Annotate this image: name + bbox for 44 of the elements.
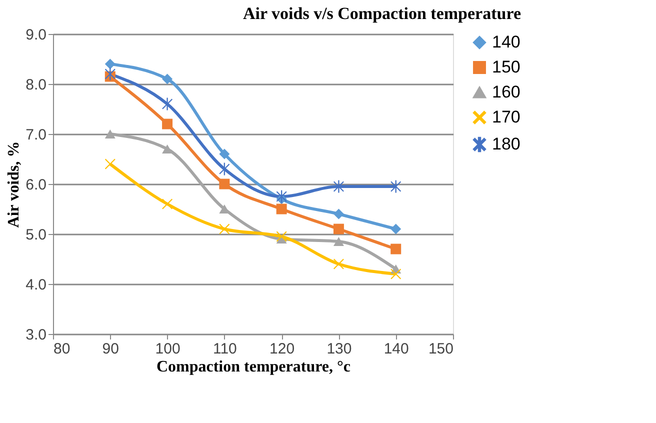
y-tick-label: 7.0 [26, 126, 46, 144]
legend-label: 180 [492, 134, 520, 154]
chart-title: Air voids v/s Compaction temperature [243, 4, 522, 23]
point [104, 58, 116, 70]
point [162, 118, 173, 130]
y-axis-title: Air voids, % [6, 141, 23, 228]
legend-label: 160 [492, 82, 520, 102]
legend-label: 140 [492, 32, 520, 52]
x-axis-title: Compaction temperature, °c [156, 358, 351, 376]
x-tick-label: 90 [102, 340, 119, 358]
point [333, 224, 344, 234]
y-tick-label: 6.0 [26, 176, 46, 194]
point [333, 208, 344, 220]
x-tick-label: 140 [384, 340, 409, 358]
point [219, 148, 230, 160]
point [162, 198, 173, 210]
point [104, 158, 116, 170]
point [162, 74, 173, 84]
y-tick-label: 4.0 [26, 276, 46, 294]
point [390, 268, 402, 280]
point [219, 224, 230, 234]
point [333, 258, 344, 270]
x-tick-label: 120 [270, 340, 295, 358]
x-tick-label: 100 [155, 340, 180, 358]
x-tick-label: 130 [326, 340, 352, 358]
x-tick-label: 80 [54, 340, 70, 358]
y-tick-label: 8.0 [26, 76, 46, 94]
point [162, 144, 173, 154]
legend-label: 150 [492, 58, 520, 76]
point [162, 98, 173, 110]
y-tick-label: 9.0 [26, 26, 46, 44]
x-tick-label: 150 [428, 340, 454, 358]
point [333, 236, 344, 246]
point [104, 129, 116, 139]
point [390, 244, 402, 254]
point [390, 224, 402, 234]
point [276, 204, 287, 214]
point [333, 180, 344, 193]
y-tick-label: 3.0 [26, 326, 46, 344]
point [276, 231, 287, 242]
point [219, 178, 230, 190]
legend-label: 170 [492, 108, 520, 126]
y-tick-label: 5.0 [26, 226, 46, 244]
x-tick-label: 110 [212, 340, 237, 358]
